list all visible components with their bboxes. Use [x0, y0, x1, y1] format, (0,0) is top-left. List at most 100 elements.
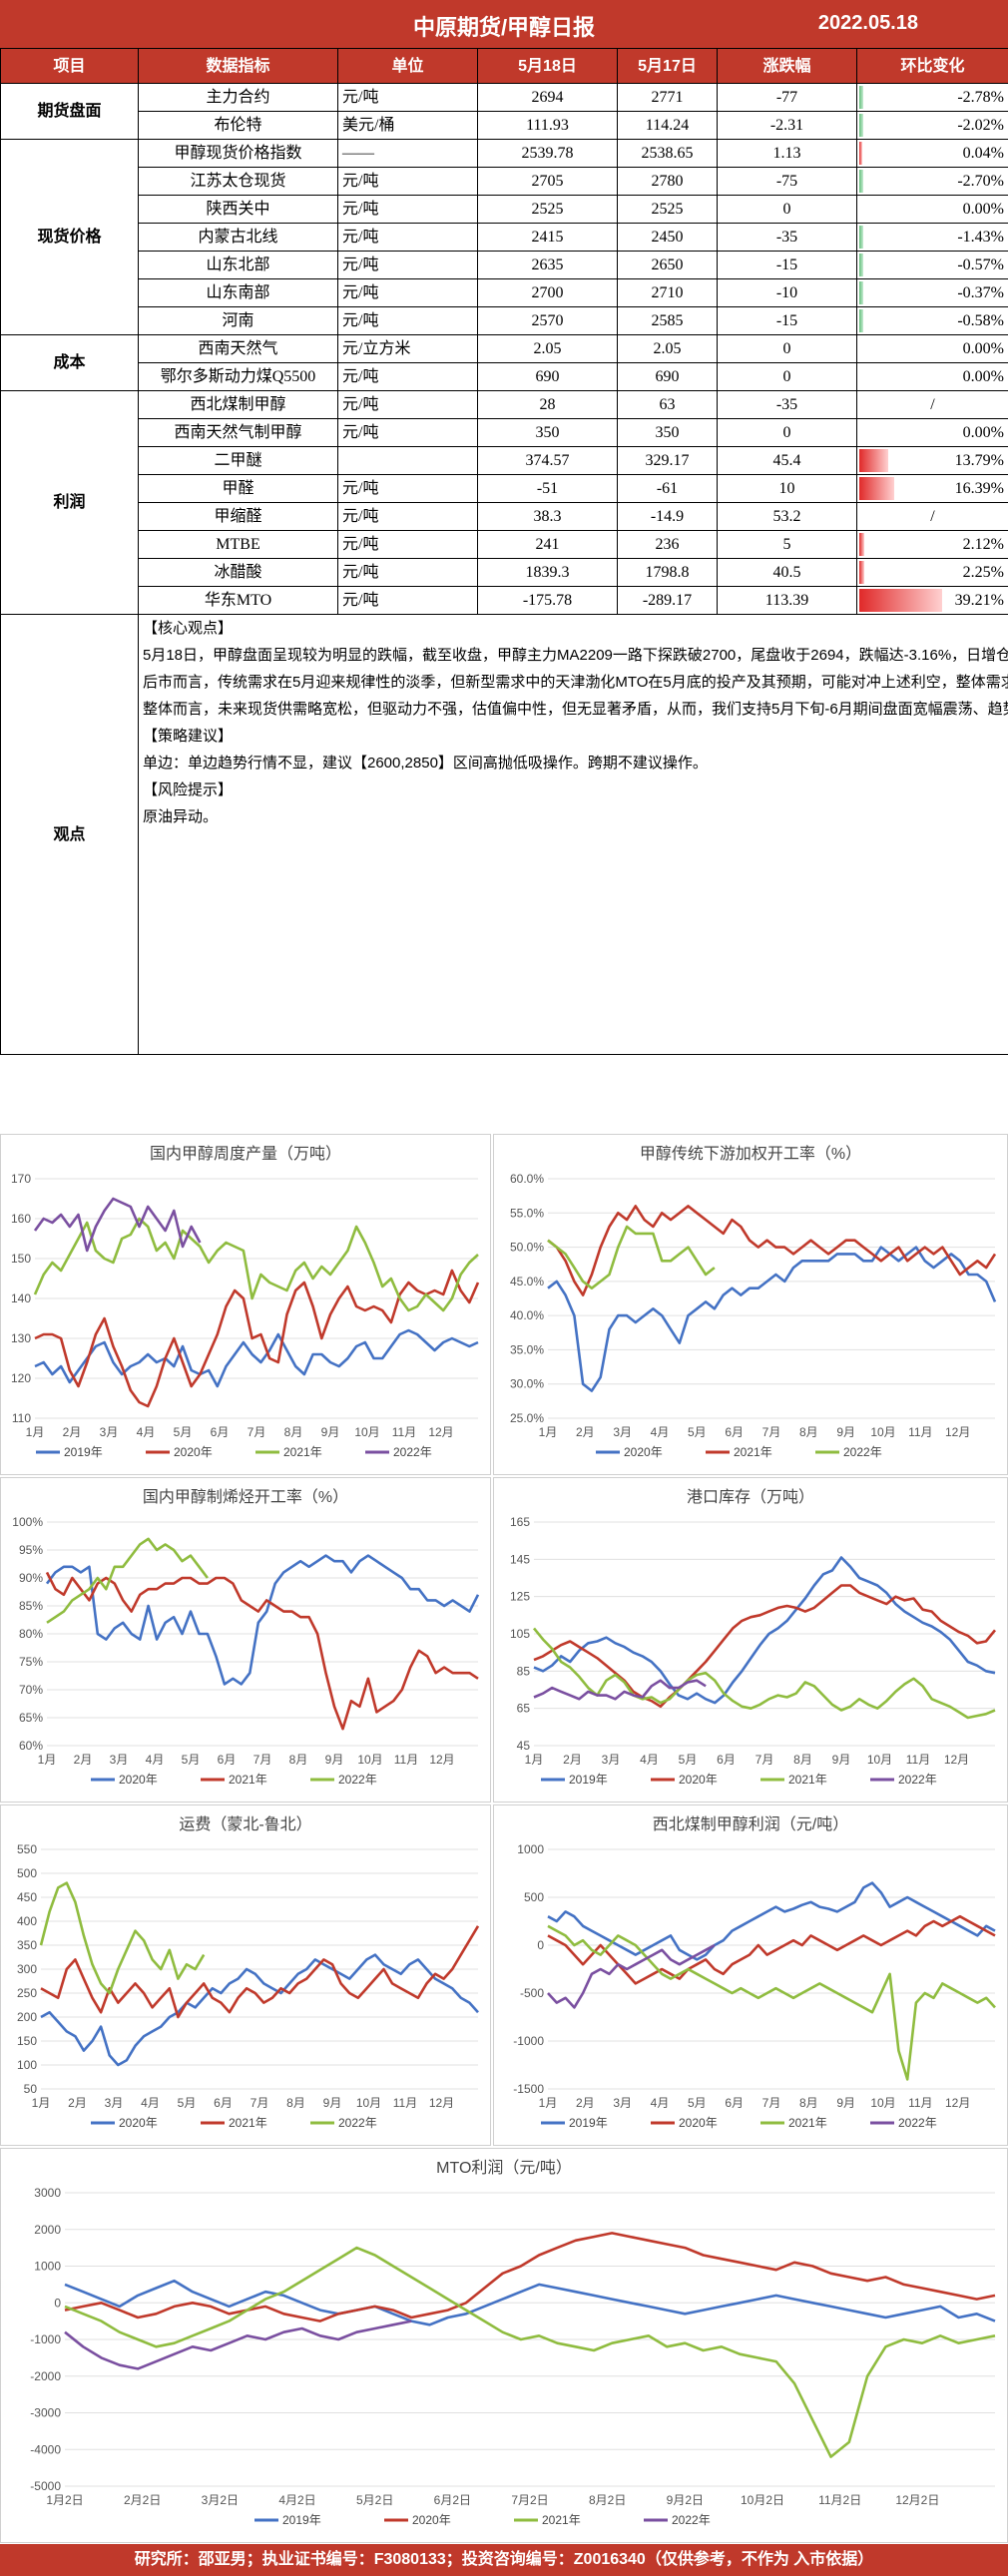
x-tick-label: 5月 [679, 1753, 698, 1767]
x-tick-label: 3月 [100, 1425, 119, 1439]
pct-change-value: 0.04% [962, 145, 1004, 162]
chart-freight: 运费（蒙北-鲁北） 50 100 150 200 250 300 350 400 450 500 55… [17, 1815, 480, 2130]
indicator-cell: MTBE [138, 530, 338, 559]
today-value-cell: 28 [477, 390, 618, 419]
x-tick-label: 12月 [945, 2096, 970, 2110]
pct-change-bar [859, 254, 863, 276]
table-header-row: 项目 数据指标 单位 5月18日 5月17日 涨跌幅 环比变化 [0, 48, 1008, 84]
legend-label: 2021年 [788, 1773, 827, 1787]
y-tick-label: 65% [19, 1711, 43, 1725]
prev-value-cell: 63 [617, 390, 718, 419]
x-tick-label: 7月 [762, 1425, 781, 1439]
y-tick-label: 45 [517, 1739, 531, 1753]
y-tick-label: 45.0% [510, 1275, 544, 1288]
chart-panel-downstream-rate: 甲醇传统下游加权开工率（%） 25.0% 30.0% 35.0% 40.0% 45.0% 5… [493, 1134, 1008, 1475]
table-row: MTBE 元/吨 241 236 5 2.12% [1, 530, 1008, 559]
table-row: 山东北部 元/吨 2635 2650 -15 -0.57% [1, 251, 1008, 279]
series-line [547, 1924, 996, 2081]
table-row: 利润 西北煤制甲醇 元/吨 28 63 -35/ [0, 390, 1008, 615]
today-value-cell: 2705 [477, 167, 618, 196]
y-tick-label: -4000 [30, 2442, 61, 2456]
x-tick-label: 5月 [688, 1425, 707, 1439]
x-tick-label: 6月 [725, 1425, 744, 1439]
data-table: 项目 数据指标 单位 5月18日 5月17日 涨跌幅 环比变化 期货盘面 主力合约… [0, 48, 1008, 1055]
x-tick-label: 11月2日 [818, 2493, 861, 2507]
today-value-cell: 2415 [477, 223, 618, 252]
col-header: 5月18日 [477, 48, 618, 84]
unit-cell: 元/吨 [337, 167, 478, 196]
pct-change-bar [859, 226, 863, 249]
y-tick-label: 140 [11, 1291, 31, 1305]
y-tick-label: 95% [19, 1543, 43, 1557]
prev-value-cell: 2525 [617, 195, 718, 224]
today-value-cell: 2635 [477, 251, 618, 279]
indicator-cell: 山东南部 [138, 278, 338, 307]
col-header: 项目 [0, 48, 139, 84]
x-tick-label: 9月2日 [667, 2493, 704, 2507]
pct-change-cell: -2.78% [856, 83, 1008, 112]
pct-change-bar [859, 449, 889, 472]
series-line [40, 1953, 479, 2067]
x-tick-label: 12月 [428, 1425, 453, 1439]
y-tick-label: -2000 [30, 2369, 61, 2383]
y-tick-label: 100% [12, 1515, 43, 1529]
pct-change-cell: -2.70% [856, 167, 1008, 196]
pct-change-cell: 13.79% [856, 446, 1008, 475]
prev-value-cell: 2450 [617, 223, 718, 252]
table-row: 华东MTO 元/吨 -175.78 -289.17 113.39 39.21% [1, 586, 1008, 615]
x-tick-label: 11月 [392, 1425, 416, 1439]
x-tick-label: 3月 [105, 2096, 124, 2110]
pct-change-bar [859, 309, 863, 332]
x-tick-label: 1月 [539, 1425, 558, 1439]
group-label: 现货价格 [0, 139, 139, 335]
legend-label: 2020年 [679, 1773, 718, 1787]
group-label: 成本 [0, 334, 139, 391]
x-tick-label: 8月 [284, 1425, 303, 1439]
pct-change-value: 0.00% [962, 424, 1004, 441]
prev-value-cell: -61 [617, 474, 718, 503]
legend-label: 2021年 [229, 1773, 267, 1787]
legend-label: 2020年 [679, 2116, 718, 2130]
unit-cell [337, 446, 478, 475]
change-cell: 113.39 [717, 586, 857, 615]
prev-value-cell: 1798.8 [617, 558, 718, 587]
y-tick-label: -500 [520, 1986, 544, 2000]
views-label: 观点 [0, 614, 139, 1055]
legend-label: 2019年 [569, 1773, 608, 1787]
series-line [533, 1679, 707, 1701]
prev-value-cell: 2.05 [617, 334, 718, 363]
y-tick-label: 450 [17, 1890, 37, 1904]
table-row: 山东南部 元/吨 2700 2710 -10 -0.37% [1, 278, 1008, 307]
views-paragraph: 5月18日，甲醇盘面呈现较为明显的跌幅，截至收盘，甲醇主力MA2209一路下探跌… [143, 647, 1008, 664]
x-tick-label: 10月 [354, 1425, 379, 1439]
change-cell: -77 [717, 83, 857, 112]
x-tick-label: 2月 [576, 2096, 595, 2110]
x-tick-label: 9月 [325, 1753, 344, 1767]
prev-value-cell: 2585 [617, 306, 718, 335]
y-tick-label: 170 [11, 1172, 31, 1186]
series-line [547, 1914, 996, 1985]
chart-panel-mto-rate: 国内甲醇制烯烃开工率（%） 60% 65% 70% 75% 80% 85% 90% 95% 100… [0, 1477, 491, 1803]
x-tick-label: 5月2日 [356, 2493, 393, 2507]
x-tick-label: 4月 [640, 1753, 659, 1767]
y-tick-label: 40.0% [510, 1308, 544, 1322]
x-tick-label: 2月2日 [124, 2493, 161, 2507]
legend-label: 2022年 [898, 2116, 937, 2130]
x-tick-label: 10月 [867, 1753, 892, 1767]
series-line [547, 1246, 997, 1392]
y-tick-label: 90% [19, 1571, 43, 1585]
series-line [533, 1556, 996, 1705]
legend-label: 2022年 [393, 1445, 432, 1459]
report-header: 中原期货/甲醇日报 2022.05.18 [0, 0, 1008, 48]
unit-cell: 元/吨 [337, 586, 478, 615]
indicator-cell: 山东北部 [138, 251, 338, 279]
x-tick-label: 8月 [799, 2096, 818, 2110]
y-tick-label: 80% [19, 1627, 43, 1641]
today-value-cell: 2570 [477, 306, 618, 335]
x-tick-label: 9月 [832, 1753, 851, 1767]
series-line [547, 1881, 996, 1961]
x-tick-label: 6月 [725, 2096, 744, 2110]
chart-port-inventory: 港口库存（万吨） 45 65 85 105 125 145 165 1月 2月 3月 4月 5月 6月 7月… [510, 1488, 997, 1787]
pct-change-value: -2.70% [957, 173, 1004, 190]
y-tick-label: 85% [19, 1599, 43, 1613]
